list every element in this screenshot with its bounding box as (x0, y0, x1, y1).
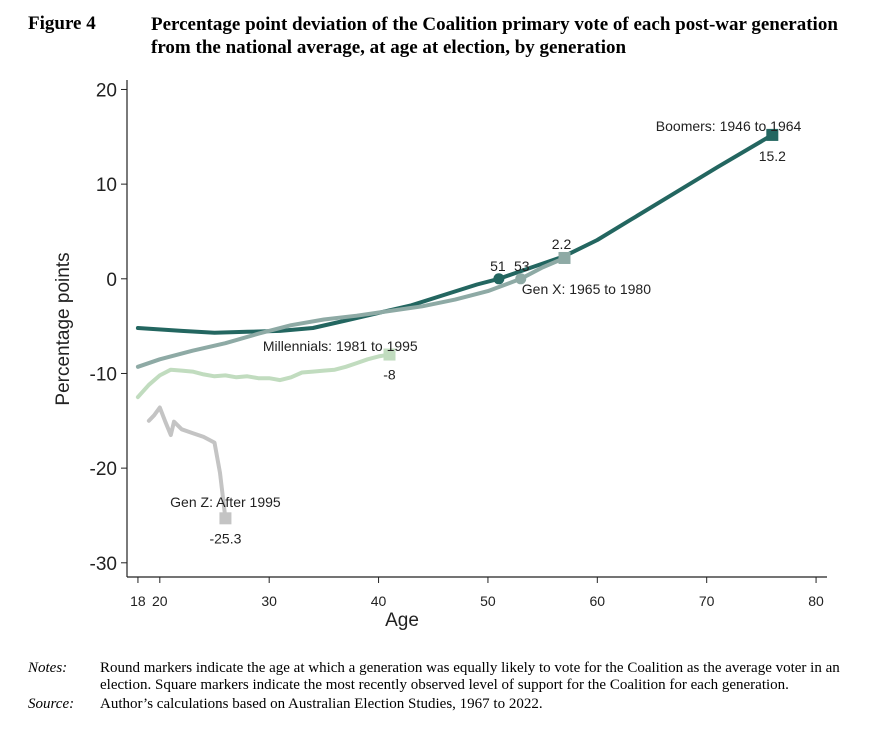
figure-label: Figure 4 (28, 13, 96, 34)
series-name-label: Millennials: 1981 to 1995 (263, 338, 418, 354)
axes: 20 10 0 -10 -20 -30 18 20 30 40 50 60 70 80 Age Percent… (53, 80, 827, 631)
x-tick-label: 40 (371, 593, 387, 609)
series-line (135, 256, 567, 369)
series-layer (135, 128, 779, 525)
series-name-label: Gen X: 1965 to 1980 (522, 281, 651, 297)
end-value-label: -25.3 (209, 530, 241, 546)
round-marker-label: 53 (514, 258, 530, 274)
source-row: Source: Author’s calculations based on A… (28, 696, 858, 713)
y-tick-label: 0 (106, 270, 117, 291)
y-tick-label: -10 (90, 364, 117, 385)
x-tick-label: 18 (130, 593, 146, 609)
series-name-label: Boomers: 1946 to 1964 (656, 118, 802, 134)
y-tick-label: 10 (96, 175, 117, 196)
source-text: Author’s calculations based on Australia… (100, 696, 543, 712)
notes-text: Round markers indicate the age at which … (100, 660, 840, 693)
end-value-label: 15.2 (759, 148, 786, 164)
source-key: Source: (28, 696, 75, 712)
series-line (135, 352, 392, 400)
round-marker (493, 273, 505, 285)
x-tick-label: 80 (808, 593, 824, 609)
y-tick-label: -30 (90, 554, 117, 575)
square-marker (766, 128, 779, 141)
y-axis-title: Percentage points (53, 252, 74, 405)
chart: 20 10 0 -10 -20 -30 18 20 30 40 50 60 70 80 Age Percent… (53, 80, 827, 631)
notes-block: Notes: Round markers indicate the age at… (28, 660, 858, 715)
x-tick-label: 50 (480, 593, 496, 609)
notes-row: Notes: Round markers indicate the age at… (28, 660, 858, 694)
square-marker (558, 251, 571, 264)
round-marker-label: 51 (490, 258, 506, 274)
square-marker (383, 348, 396, 361)
figure-title: Percentage point deviation of the Coalit… (151, 14, 838, 58)
y-tick-label: 20 (96, 80, 117, 101)
labels-layer: Boomers: 1946 to 1964 15.2 51 Gen X: 1965 t… (170, 118, 801, 546)
round-marker (515, 273, 527, 285)
series-line (146, 405, 228, 521)
square-marker (219, 512, 232, 525)
y-tick-label: -20 (90, 459, 117, 480)
notes-key: Notes: (28, 660, 68, 676)
end-value-label: 2.2 (552, 236, 572, 252)
x-axis-title: Age (385, 610, 419, 631)
x-tick-label: 60 (590, 593, 606, 609)
x-tick-label: 70 (699, 593, 715, 609)
x-tick-label: 30 (261, 593, 277, 609)
x-tick-label: 20 (152, 593, 168, 609)
series-line (135, 132, 775, 335)
series-name-label: Gen Z: After 1995 (170, 494, 281, 510)
end-value-label: -8 (383, 367, 396, 383)
